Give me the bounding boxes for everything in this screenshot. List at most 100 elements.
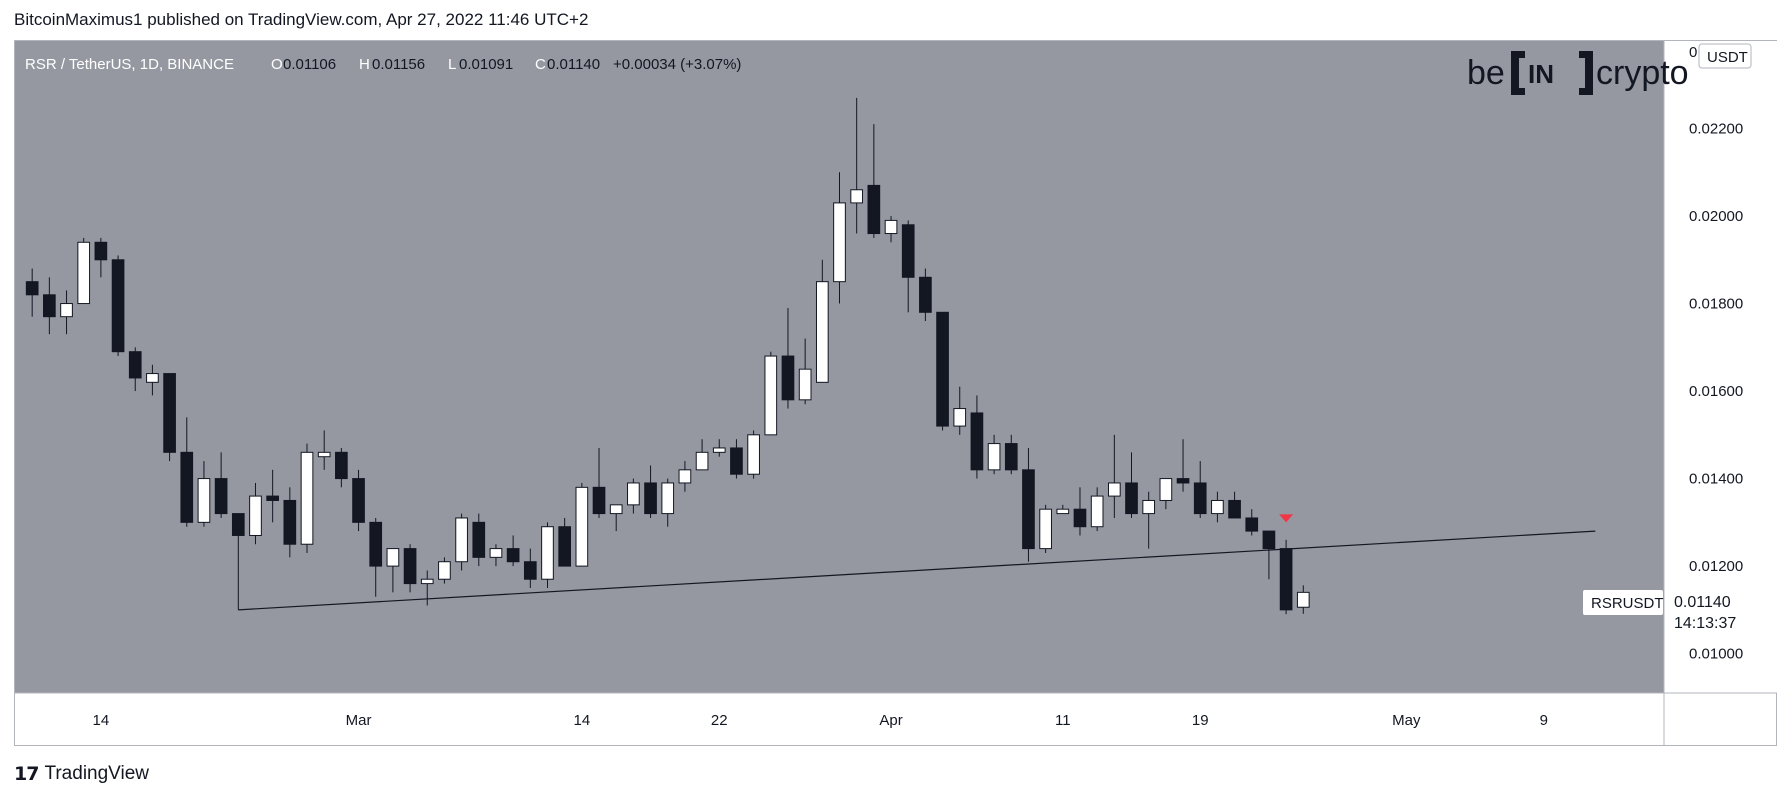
candle-body-up (1090, 495, 1104, 528)
candle-body-down (25, 281, 39, 296)
legend-open-label: O (271, 56, 283, 73)
price-tick-label: 0.01400 (1689, 471, 1743, 488)
candle-body-down (231, 513, 245, 536)
currency-label: USDT (1707, 49, 1748, 66)
candle-body-down (369, 521, 383, 567)
candle-body-down (1004, 443, 1018, 471)
time-tick-label: 19 (1192, 712, 1209, 729)
candle-body-down (352, 478, 365, 523)
candle-body-down (1022, 469, 1035, 550)
candle-body-down (266, 495, 279, 501)
tradingview-logo[interactable]: 17 TradingView (14, 763, 149, 785)
candle-body-up (1142, 499, 1156, 515)
price-tick-label: 0.01800 (1689, 296, 1743, 313)
legend-close-label: C (535, 56, 546, 73)
candle-body-up (1056, 508, 1070, 515)
time-tick-label: Apr (879, 712, 902, 729)
candle-body-down (644, 482, 657, 515)
candle-body-up (1107, 482, 1121, 497)
candle-body-down (970, 412, 984, 471)
candle-body-up (249, 495, 262, 536)
candle-body-down (781, 355, 795, 401)
candle-body-down (128, 351, 142, 379)
time-tick-label: 14 (93, 712, 110, 729)
price-tick-label: 0.01200 (1689, 558, 1743, 575)
candle-body-down (1279, 548, 1293, 611)
candle-body-up (678, 469, 692, 484)
support-trendline[interactable] (238, 530, 1596, 611)
legend-high-label: H (359, 56, 370, 73)
price-tick-label: 0.01000 (1689, 646, 1743, 663)
legend-low-label: L (448, 56, 456, 73)
candle-body-up (987, 443, 1001, 471)
price-tick-label: 0.02000 (1689, 208, 1743, 225)
beincrypto-watermark: be IN crypto (1467, 51, 1689, 95)
time-tick-label: 9 (1540, 712, 1548, 729)
candle-body-up (489, 548, 503, 558)
watermark-in: IN (1528, 59, 1554, 89)
candle-body-down (111, 259, 125, 353)
watermark-bracket-gap (1519, 58, 1585, 88)
watermark-crypto: crypto (1596, 54, 1689, 92)
last-price-value: 0.01140 (1674, 594, 1731, 611)
candle-body-down (1125, 482, 1138, 515)
plot-area[interactable] (15, 41, 1664, 693)
publish-info: BitcoinMaximus1 published on TradingView… (14, 10, 588, 30)
price-axis-top-zero: 0 (1689, 44, 1697, 61)
candle-body-up (1039, 508, 1052, 550)
tradingview-logo-text: TradingView (44, 763, 150, 784)
candle-body-up (541, 526, 554, 580)
red-down-arrow-marker (1279, 514, 1294, 523)
candle-body-up (712, 447, 726, 453)
candle-body-up (609, 504, 623, 515)
candle-body-down (919, 276, 932, 313)
candlestick-chart[interactable]: RSR / TetherUS, 1D, BINANCE O 0.01106 H … (15, 41, 1777, 746)
candle-body-down (901, 224, 915, 278)
candle-body-down (506, 548, 520, 563)
publish-line: BitcoinMaximus1 published on TradingView… (14, 10, 589, 29)
countdown-value: 14:13:37 (1674, 615, 1736, 632)
legend-open-value: 0.01106 (283, 56, 336, 73)
candle-body-up (438, 561, 451, 580)
candle-body-down (1245, 517, 1259, 532)
legend-low-value: 0.01091 (459, 56, 513, 73)
candle-body-down (472, 521, 486, 558)
candle-body-up (197, 478, 211, 523)
candle-body-down (94, 241, 108, 261)
candle-body-up (953, 408, 967, 427)
candle-body-up (815, 281, 829, 383)
candle-body-down (335, 451, 348, 480)
candle-body-down (730, 447, 743, 475)
watermark-be: be (1467, 54, 1505, 92)
candle-body-up (661, 482, 675, 515)
candle-body-down (1228, 499, 1241, 519)
candle-body-down (558, 526, 572, 567)
price-tick-label: 0.01600 (1689, 383, 1743, 400)
price-axis-area[interactable] (1664, 41, 1777, 693)
time-tick-label: 22 (711, 712, 728, 729)
candle-body-up (146, 373, 159, 383)
candle-body-down (214, 478, 228, 515)
time-tick-label: 11 (1055, 712, 1071, 729)
candle-body-up (1296, 591, 1310, 608)
tradingview-logo-icon: 17 (14, 763, 39, 785)
candle-body-up (1159, 478, 1173, 501)
candle-body-up (77, 241, 91, 305)
candle-body-up (60, 303, 73, 318)
candle-body-up (798, 368, 812, 401)
candle-body-up (747, 434, 760, 475)
candle-body-down (1073, 508, 1087, 528)
candle-body-down (1193, 482, 1207, 515)
currency-button[interactable] (1698, 43, 1752, 69)
watermark-gap-bottom (1525, 87, 1579, 95)
candle-body-up (386, 548, 400, 567)
time-ticks-group: 14 Mar 14 22 Apr 11 19 May 9 (93, 712, 1548, 729)
candle-body-up (455, 517, 468, 563)
candle-body-up (833, 202, 846, 283)
candles-group (25, 97, 1310, 615)
last-price-box (1666, 588, 1757, 636)
candle-body-up (420, 578, 434, 585)
candle-body-up (300, 451, 314, 545)
candle-body-up (627, 482, 640, 506)
time-tick-label: May (1392, 712, 1421, 729)
